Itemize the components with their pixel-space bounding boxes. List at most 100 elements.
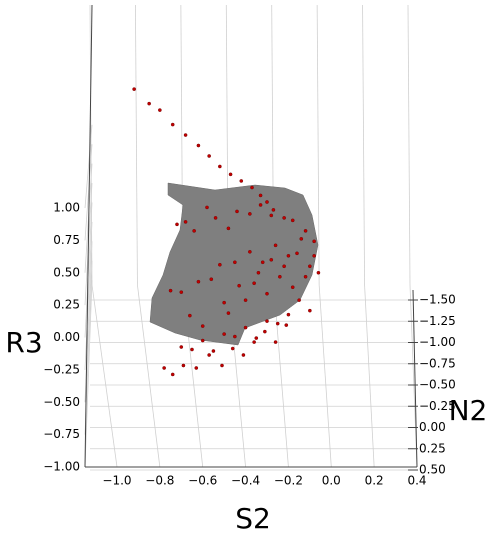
- point: [260, 260, 265, 265]
- x-tick-label: 0.4: [407, 474, 426, 488]
- point: [252, 281, 256, 286]
- point: [284, 323, 289, 327]
- point: [226, 311, 231, 315]
- point: [258, 203, 263, 207]
- point: [230, 346, 235, 351]
- y-tick-label: −1.00: [419, 335, 456, 349]
- point: [275, 321, 280, 326]
- point: [228, 172, 233, 177]
- point: [271, 208, 276, 212]
- z-tick-label: 0.50: [53, 265, 80, 279]
- point: [290, 285, 295, 290]
- grid-line: [84, 221, 93, 370]
- point: [218, 262, 222, 267]
- point: [282, 264, 286, 269]
- point: [243, 298, 248, 302]
- grid-line: [91, 284, 118, 468]
- point: [254, 336, 259, 340]
- grid-line: [84, 124, 93, 209]
- point: [196, 279, 201, 284]
- point: [158, 108, 162, 112]
- grid-line: [135, 4, 138, 286]
- grid-line: [364, 284, 375, 468]
- y-tick-label: −0.50: [419, 378, 456, 392]
- point: [286, 253, 291, 258]
- point: [265, 200, 269, 204]
- point: [286, 312, 291, 317]
- z-tick-label: −0.50: [43, 395, 80, 409]
- point: [196, 143, 201, 148]
- z-tick-label: 0.25: [53, 298, 80, 312]
- z-tick-label: −0.75: [43, 427, 80, 441]
- point: [248, 212, 252, 216]
- point: [239, 179, 244, 183]
- point: [299, 237, 304, 241]
- point: [248, 249, 252, 254]
- y-tick-label: 0.25: [419, 441, 446, 455]
- x-tick-label: −0.2: [274, 474, 303, 488]
- grid-line: [407, 4, 411, 286]
- point: [209, 277, 214, 282]
- point: [194, 366, 199, 370]
- point: [175, 222, 179, 227]
- point: [303, 274, 308, 279]
- x-axis-label: S2: [235, 502, 271, 534]
- point: [211, 349, 216, 353]
- point: [235, 209, 239, 214]
- point: [205, 205, 209, 210]
- point: [316, 270, 321, 275]
- y-tick-label: −0.25: [419, 399, 456, 413]
- point: [295, 251, 299, 256]
- point: [200, 338, 205, 343]
- point: [252, 340, 256, 344]
- z-axis-label: R3: [5, 326, 42, 359]
- point: [207, 353, 211, 357]
- point: [297, 298, 301, 302]
- points: [132, 87, 321, 377]
- y-tick-label: −1.25: [419, 314, 456, 328]
- point: [179, 290, 184, 294]
- point: [265, 319, 269, 323]
- point: [256, 270, 261, 275]
- point: [170, 122, 175, 127]
- point: [207, 154, 211, 158]
- point: [243, 325, 248, 330]
- point: [233, 334, 237, 339]
- z-tick-label: 1.00: [53, 201, 80, 215]
- grid-line: [316, 4, 320, 286]
- point: [220, 363, 224, 368]
- point: [250, 185, 254, 190]
- point: [312, 253, 316, 258]
- point: [222, 332, 226, 336]
- grid-line: [89, 4, 93, 286]
- point: [258, 193, 263, 198]
- point: [226, 226, 231, 231]
- point: [188, 313, 192, 318]
- point: [290, 218, 295, 223]
- point: [190, 347, 194, 352]
- point: [183, 133, 188, 137]
- point: [263, 329, 267, 334]
- point: [282, 216, 286, 220]
- point: [170, 372, 175, 377]
- point: [273, 243, 278, 248]
- point: [269, 257, 274, 262]
- z-tick-label: 0.75: [53, 233, 80, 247]
- axis-line: [412, 289, 418, 468]
- x-tick-label: −1.0: [102, 474, 131, 488]
- point: [200, 324, 205, 328]
- point: [308, 308, 312, 313]
- point: [278, 274, 282, 279]
- point: [269, 213, 274, 218]
- grid-line: [362, 4, 365, 286]
- y-tick-label: 0.00: [419, 420, 446, 434]
- x-tick-label: −0.6: [188, 474, 217, 488]
- grid-line: [318, 284, 332, 468]
- point: [162, 366, 166, 370]
- grid-line: [84, 144, 93, 241]
- axis-line: [84, 4, 93, 468]
- y-axis-label: N2: [449, 394, 487, 427]
- point: [218, 164, 222, 169]
- point: [308, 264, 312, 269]
- point: [183, 220, 188, 224]
